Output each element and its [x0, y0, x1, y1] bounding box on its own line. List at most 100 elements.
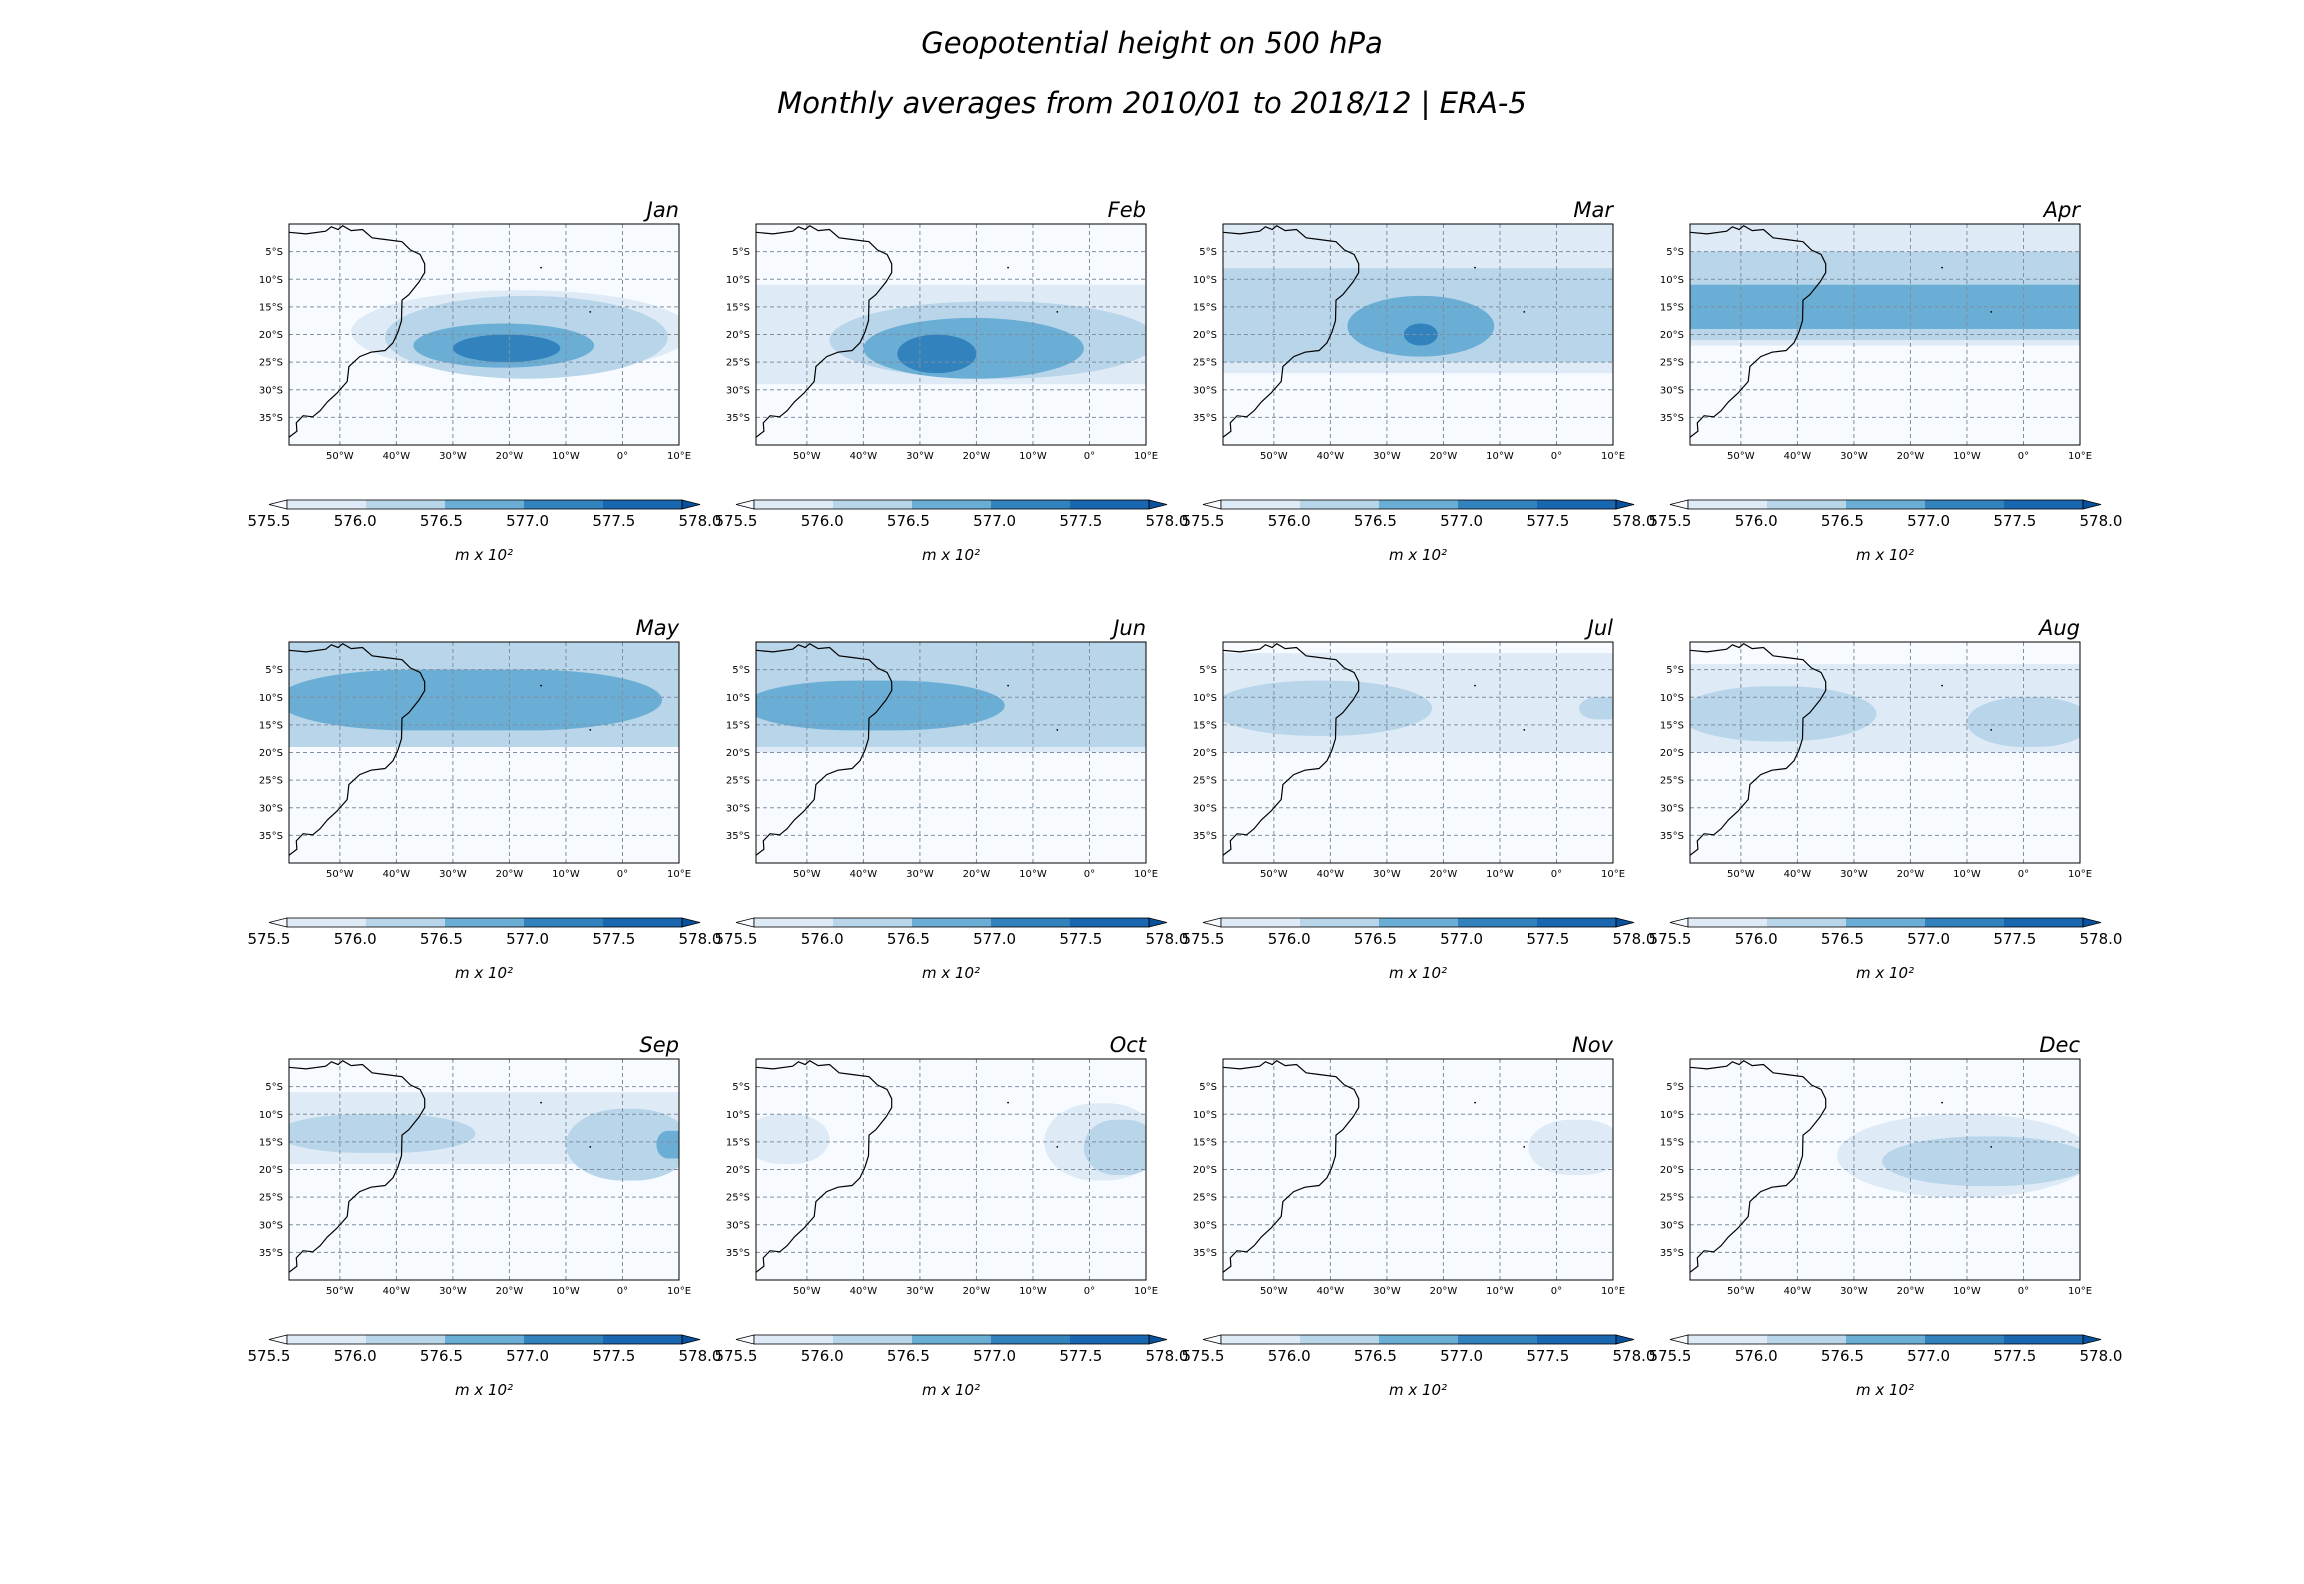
lat-tick-label: 25°S [1660, 776, 1684, 787]
lon-tick-label: 10°E [667, 869, 691, 880]
colorbar-tick-label: 576.0 [1735, 930, 1778, 948]
colorbar-segment [1070, 1335, 1149, 1344]
lon-tick-label: 10°E [1134, 451, 1158, 462]
lat-tick-label: 10°S [1193, 693, 1217, 704]
lat-tick-label: 20°S [726, 1165, 750, 1176]
lon-tick-label: 30°W [1373, 869, 1401, 880]
island-marker [1474, 684, 1476, 687]
lat-tick-label: 25°S [1193, 776, 1217, 787]
colorbar-segment [754, 500, 833, 509]
island-marker [1990, 310, 1993, 313]
height-contour [1882, 1136, 2080, 1187]
colorbar-segment [1300, 918, 1379, 927]
colorbar-segment [1070, 918, 1149, 927]
colorbar-tick-label: 576.5 [1821, 1347, 1864, 1365]
lon-tick-label: 20°W [1897, 869, 1925, 880]
lat-tick-label: 35°S [1193, 1248, 1217, 1259]
lat-tick-label: 35°S [726, 413, 750, 424]
panel-title: Jun [1109, 616, 1146, 640]
map-frame [288, 223, 680, 446]
colorbar-extend-low [1669, 1334, 1689, 1345]
colorbar-label: m x 10² [1856, 1381, 1914, 1399]
lat-tick-label: 20°S [726, 330, 750, 341]
map-frame [288, 641, 680, 864]
lon-tick-label: 20°W [496, 451, 524, 462]
lon-tick-label: 40°W [1784, 1286, 1812, 1297]
colorbar-segment [1300, 500, 1379, 509]
map-frame [1222, 641, 1614, 864]
coastline [1690, 224, 1827, 438]
lat-tick-label: 10°S [1193, 1110, 1217, 1121]
lat-tick-label: 35°S [259, 413, 283, 424]
lon-tick-label: 10°W [1953, 869, 1981, 880]
coastline [289, 642, 426, 856]
colorbar-frame [286, 499, 683, 510]
island-marker [1056, 1145, 1059, 1148]
colorbar-segment [1925, 918, 2004, 927]
lon-tick-label: 20°W [963, 1286, 991, 1297]
colorbar-frame [1220, 1334, 1617, 1345]
height-contour [289, 669, 663, 731]
colorbar-segment [603, 500, 682, 509]
colorbar-tick-label: 577.0 [973, 512, 1016, 530]
colorbar-segment [1846, 918, 1925, 927]
colorbar-tick-label: 577.0 [1440, 512, 1483, 530]
lat-tick-label: 25°S [1660, 358, 1684, 369]
lon-tick-label: 50°W [1260, 869, 1288, 880]
lat-tick-label: 25°S [259, 358, 283, 369]
colorbar-frame [1687, 499, 2084, 510]
colorbar-tick-label: 576.0 [801, 1347, 844, 1365]
lon-tick-label: 0° [2018, 1286, 2029, 1297]
island-marker [589, 310, 592, 313]
lat-tick-label: 5°S [732, 1082, 750, 1093]
map-panel-jul: 50°W 40°W 30°W 20°W 10°W 0° 10°E 5°S 10°S 15°S 20°… [1182, 616, 1656, 982]
lon-tick-label: 0° [1551, 1286, 1562, 1297]
colorbar-segment [366, 500, 445, 509]
panel-title: May [636, 616, 680, 640]
colorbar-tick-label: 576.0 [334, 1347, 377, 1365]
colorbar-tick-label: 577.5 [1059, 512, 1102, 530]
colorbar-tick-label: 576.5 [420, 930, 463, 948]
coastline [289, 1059, 426, 1273]
colorbar-tick-label: 575.5 [1649, 930, 1692, 948]
colorbar-segment [912, 1335, 991, 1344]
colorbar-segment [1221, 500, 1300, 509]
lon-tick-label: 10°E [2068, 1286, 2092, 1297]
colorbar-segment [1537, 1335, 1616, 1344]
lon-tick-label: 10°W [552, 1286, 580, 1297]
colorbar-frame [753, 1334, 1150, 1345]
lon-tick-label: 50°W [1727, 1286, 1755, 1297]
colorbar-tick-label: 578.0 [679, 1347, 722, 1365]
lat-tick-label: 10°S [259, 693, 283, 704]
figure-subtitle: Monthly averages from 2010/01 to 2018/12… [777, 86, 1527, 120]
coastline [756, 1059, 893, 1273]
lon-tick-label: 40°W [850, 451, 878, 462]
lon-tick-label: 40°W [850, 1286, 878, 1297]
colorbar-extend-high [2082, 917, 2102, 928]
lat-tick-label: 25°S [1193, 358, 1217, 369]
colorbar-segment [1688, 1335, 1767, 1344]
island-marker [1007, 1101, 1009, 1104]
lon-tick-label: 10°W [552, 451, 580, 462]
colorbar-tick-label: 576.0 [334, 930, 377, 948]
lat-tick-label: 30°S [1660, 803, 1684, 814]
colorbar-frame [286, 917, 683, 928]
lon-tick-label: 40°W [383, 1286, 411, 1297]
lon-tick-label: 10°E [1134, 869, 1158, 880]
colorbar-tick-label: 575.5 [1182, 512, 1225, 530]
lat-tick-label: 20°S [1193, 1165, 1217, 1176]
lat-tick-label: 35°S [1660, 1248, 1684, 1259]
panel-title: Dec [2039, 1033, 2080, 1057]
lat-tick-label: 5°S [1666, 665, 1684, 676]
colorbar-tick-label: 578.0 [2080, 930, 2123, 948]
island-marker [1523, 728, 1526, 731]
map-panel-oct: 50°W 40°W 30°W 20°W 10°W 0° 10°E 5°S 10°S 15°S 20°… [715, 1033, 1189, 1399]
colorbar-segment [833, 500, 912, 509]
colorbar-segment [524, 1335, 603, 1344]
height-contour [656, 1130, 679, 1159]
colorbar-extend-low [1669, 499, 1689, 510]
colorbar-tick-label: 577.0 [506, 930, 549, 948]
lon-tick-label: 40°W [383, 869, 411, 880]
lat-tick-label: 15°S [259, 720, 283, 731]
lat-tick-label: 35°S [259, 831, 283, 842]
